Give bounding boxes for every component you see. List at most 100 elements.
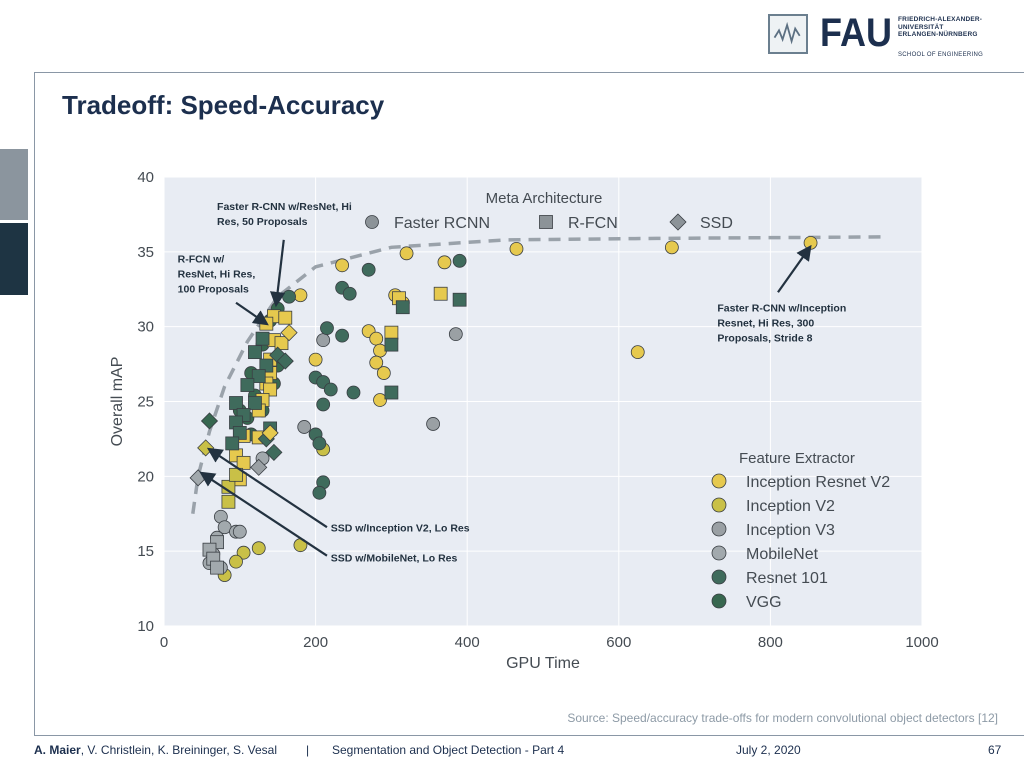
grid — [163, 176, 923, 627]
x-tick-label: 800 — [758, 634, 783, 651]
point-r-fcn-resnet-101 — [225, 436, 240, 451]
point-faster-rcnn-inception-resnet-v2 — [803, 235, 818, 250]
university-name: FRIEDRICH-ALEXANDER- UNIVERSITÄT ERLANGE… — [898, 16, 982, 39]
footer-rule — [34, 735, 1024, 736]
point-faster-rcnn-inception-resnet-v2 — [509, 241, 524, 256]
point-faster-rcnn-inception-v2 — [236, 545, 251, 560]
speed-accuracy-scatter-chart: Faster R-CNN w/ResNet, Hi Res, 50 Proposa… — [109, 169, 939, 672]
x-tick-label: 600 — [606, 634, 631, 651]
data-points — [189, 235, 818, 583]
point-r-fcn-resnet-101 — [248, 396, 262, 410]
annotation-label: ResNet, Hi Res, — [178, 268, 256, 280]
feature-legend-marker-resnet-101 — [711, 569, 727, 585]
slide-title: Tradeoff: Speed-Accuracy — [62, 90, 385, 120]
axes: 0 200 400 600 800 1000 10 15 20 25 30 35 40 GPU Time O… — [109, 169, 939, 672]
point-faster-rcnn-inception-resnet-v2 — [664, 240, 679, 255]
annotation-label: Faster R-CNN w/Inception — [717, 303, 846, 315]
meta-legend-marker-ssd — [669, 213, 687, 231]
university-line: FRIEDRICH-ALEXANDER- — [898, 16, 983, 23]
footer-author-lead: A. Maier — [34, 743, 81, 757]
y-tick-label: 10 — [137, 618, 154, 635]
feature-legend-marker-vgg — [711, 593, 727, 609]
point-r-fcn-resnet-101 — [229, 396, 243, 410]
x-axis-label: GPU Time — [506, 655, 580, 672]
point-ssd-resnet-101 — [276, 352, 294, 370]
feature-legend-label-inception-v3: Inception V3 — [746, 522, 835, 539]
footer-author-rest: , V. Christlein, K. Breininger, S. Vesal — [80, 743, 278, 757]
point-r-fcn-inception-resnet-v2 — [263, 382, 278, 397]
y-tick-label: 35 — [137, 244, 154, 261]
footer: A. Maier, V. Christlein, K. Breininger, … — [34, 743, 1006, 761]
point-faster-rcnn-inception-resnet-v2 — [293, 288, 308, 303]
annotation-label: SSD w/Inception V2, Lo Res — [331, 523, 470, 535]
feature-legend-marker-inception-v2 — [711, 497, 727, 513]
point-r-fcn-resnet-101 — [248, 345, 262, 360]
point-r-fcn-inception-resnet-v2 — [274, 336, 289, 351]
x-tick-label: 0 — [160, 634, 168, 651]
feature-legend-label-inception-v2: Inception V2 — [746, 498, 835, 515]
point-faster-rcnn-resnet-101 — [312, 485, 327, 500]
y-tick-label: 30 — [137, 319, 154, 336]
meta-legend-label-r-fcn: R-FCN — [568, 215, 618, 232]
point-r-fcn-resnet-101 — [395, 300, 410, 315]
point-r-fcn-resnet-101 — [255, 331, 270, 346]
feature-legend-label-vgg: VGG — [746, 594, 782, 611]
feature-legend-title: Feature Extractor — [739, 450, 855, 467]
feature-legend-marker-mobilenet — [711, 545, 727, 561]
point-faster-rcnn-inception-resnet-v2 — [308, 352, 323, 367]
point-faster-rcnn-inception-resnet-v2 — [399, 246, 414, 261]
point-faster-rcnn-resnet-101 — [342, 286, 357, 301]
point-r-fcn-inception-resnet-v2 — [259, 316, 274, 331]
meta-legend-marker-faster-rcnn — [365, 215, 379, 229]
point-ssd-inception-resnet-v2 — [280, 324, 298, 342]
feature-legend-label-resnet-101: Resnet 101 — [746, 570, 828, 587]
point-faster-rcnn-resnet-101 — [323, 382, 338, 397]
footer-page-number: 67 — [988, 743, 1002, 757]
y-axis-label: Overall mAP — [109, 357, 126, 447]
point-faster-rcnn-inception-resnet-v2 — [437, 255, 452, 270]
point-r-fcn-inception-v2 — [221, 494, 236, 509]
point-ssd-inception-resnet-v2 — [261, 424, 279, 442]
point-r-fcn-inception-resnet-v2 — [236, 455, 251, 470]
point-r-fcn-resnet-101 — [384, 385, 399, 400]
university-line: ERLANGEN-NÜRNBERG — [898, 31, 978, 38]
meta-legend-marker-r-fcn — [539, 215, 553, 229]
footer-authors: A. Maier, V. Christlein, K. Breininger, … — [34, 743, 277, 757]
point-r-fcn-resnet-101 — [259, 358, 274, 373]
source-citation: Source: Speed/accuracy trade-offs for mo… — [567, 711, 998, 725]
feature-legend-marker-inception-v3 — [711, 521, 727, 537]
annotation-label: R-FCN w/ — [178, 253, 225, 265]
x-tick-label: 1000 — [905, 634, 938, 651]
fau-wordmark-text: FAU — [820, 12, 892, 52]
meta-legend-label-faster-rcnn: Faster RCNN — [394, 215, 490, 232]
side-tab-grey — [0, 149, 28, 220]
point-ssd-resnet-101 — [265, 443, 283, 461]
point-faster-rcnn-resnet-101 — [346, 385, 361, 400]
point-faster-rcnn-inception-v3 — [448, 327, 463, 342]
annotation-label: 100 Proposals — [178, 283, 249, 295]
point-r-fcn-resnet-101 — [240, 378, 255, 392]
point-faster-rcnn-resnet-101 — [361, 262, 376, 277]
point-r-fcn-inception-resnet-v2 — [384, 325, 399, 340]
point-faster-rcnn-inception-resnet-v2 — [373, 393, 387, 407]
x-tick-label: 400 — [455, 634, 480, 651]
annotations: Faster R-CNN w/ResNet, Hi Res, 50 Proposa… — [178, 201, 847, 565]
annotation-arrow — [777, 244, 812, 293]
point-r-fcn-resnet-101 — [384, 337, 399, 352]
point-r-fcn-inception-v2 — [229, 467, 243, 482]
point-faster-rcnn-inception-resnet-v2 — [335, 258, 350, 273]
point-faster-rcnn-inception-resnet-v2 — [376, 366, 391, 380]
footer-separator: | — [306, 743, 310, 757]
annotation-label: Proposals, Stride 8 — [717, 333, 812, 345]
annotation-arrow — [269, 239, 286, 308]
point-r-fcn-resnet-101 — [452, 292, 467, 307]
fau-wordmark: FAU — [820, 12, 892, 52]
point-ssd-inception-v3 — [250, 458, 268, 476]
point-faster-rcnn-inception-v3 — [297, 420, 312, 434]
annotation-label: Res, 50 Proposals — [217, 216, 308, 228]
point-faster-rcnn-inception-resnet-v2 — [369, 331, 384, 346]
footer-course: Segmentation and Object Detection - Part… — [332, 743, 565, 757]
university-seal-icon — [768, 14, 808, 54]
point-faster-rcnn-inception-resnet-v2 — [369, 355, 384, 370]
y-tick-label: 15 — [137, 543, 154, 560]
